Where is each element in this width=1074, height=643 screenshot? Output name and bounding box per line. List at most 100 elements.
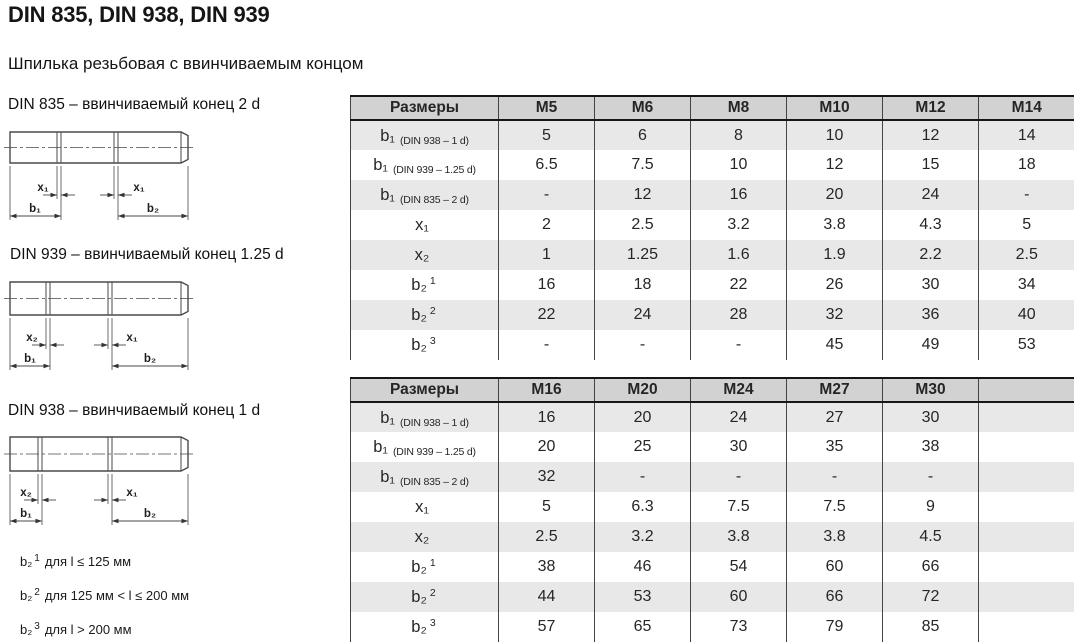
dim-label-b-left: b₁ [24, 353, 36, 365]
row-label: b₁ (DIN 938 – 1 d) [350, 402, 499, 432]
value-cell: - [594, 330, 691, 360]
value-cell: 3.8 [786, 522, 883, 552]
table-row: b₂ 1 16 18 22 26 30 34 [350, 270, 1074, 300]
row-label-sup: 1 [429, 557, 436, 569]
row-label-symbol: b₂ [411, 276, 427, 294]
page-title: DIN 835, DIN 938, DIN 939 [8, 2, 270, 27]
value-cell: 1.25 [594, 240, 691, 270]
table-row: b₁ (DIN 835 – 2 d) 32- - - - [350, 462, 1074, 492]
value-cell: 34 [978, 270, 1074, 300]
row-label-symbol: b₂ [411, 588, 427, 606]
value-cell: 12 [786, 150, 883, 180]
dim-label-b-right: b₂ [147, 203, 159, 215]
row-label-symbol: b₂ [411, 558, 427, 576]
value-cell: 22 [498, 300, 595, 330]
value-cell: 66 [882, 552, 979, 582]
value-cell: 30 [882, 402, 979, 432]
value-cell: 16 [498, 402, 595, 432]
din-938-stud-drawing: x₂ x₁ b₁ b₂ [4, 436, 194, 525]
column-header: M30 [882, 377, 979, 403]
value-cell: 14 [978, 120, 1074, 150]
row-label: b₂ 3 [350, 612, 499, 642]
value-cell: 5 [498, 492, 595, 522]
row-label-symbol: b₂ [411, 336, 427, 354]
value-cell: 38 [498, 552, 595, 582]
row-label: b₁ (DIN 939 – 1.25 d) [350, 150, 499, 180]
value-cell [978, 432, 1074, 462]
row-label: b₂ 1 [350, 270, 499, 300]
value-cell: 2.5 [498, 522, 595, 552]
row-label-symbol: x₁ [415, 216, 429, 234]
value-cell: 3.2 [594, 522, 691, 552]
value-cell: - [690, 330, 787, 360]
value-cell: 38 [882, 432, 979, 462]
value-cell: 20 [498, 432, 595, 462]
value-cell: 26 [786, 270, 883, 300]
value-cell: 28 [690, 300, 787, 330]
column-header: M8 [690, 95, 787, 121]
column-header: M10 [786, 95, 883, 121]
value-cell: 6.3 [594, 492, 691, 522]
value-cell: 60 [786, 552, 883, 582]
value-cell: 44 [498, 582, 595, 612]
value-cell: 49 [882, 330, 979, 360]
value-cell: 24 [594, 300, 691, 330]
value-cell: 5 [498, 120, 595, 150]
value-cell: 5 [978, 210, 1074, 240]
table-row: b₂ 3 57 65 73 79 85 [350, 612, 1074, 642]
row-label: x₁ [350, 492, 499, 522]
value-cell: 16 [498, 270, 595, 300]
value-cell [978, 612, 1074, 642]
row-label-symbol: x₂ [414, 246, 430, 264]
dimensions-table-m5-m14: Размеры M5 M6 M8 M10 M12 M14 b₁ (DIN 938 – 1 d)… [350, 95, 1074, 360]
value-cell: 3.8 [690, 522, 787, 552]
value-cell: 2.2 [882, 240, 979, 270]
value-cell: 40 [978, 300, 1074, 330]
dim-label-b-right: b₂ [144, 508, 156, 520]
column-header-sizes: Размеры [350, 95, 499, 121]
value-cell: - [786, 462, 883, 492]
column-header: M20 [594, 377, 691, 403]
header-row: Размеры M16 M20 M24 M27 M30 [350, 377, 1074, 403]
value-cell: 54 [690, 552, 787, 582]
value-cell: 46 [594, 552, 691, 582]
row-label: b₁ (DIN 835 – 2 d) [350, 462, 499, 492]
caption-din-938: DIN 938 – ввинчиваемый конец 1 d [8, 402, 261, 419]
value-cell: 1.6 [690, 240, 787, 270]
value-cell: 24 [690, 402, 787, 432]
row-label-symbol: b₁ [373, 438, 388, 456]
value-cell: - [882, 462, 979, 492]
value-cell: 10 [690, 150, 787, 180]
row-label: x₂ [350, 522, 499, 552]
dim-label-x-right: x₁ [133, 182, 144, 194]
row-label-symbol: x₁ [415, 498, 429, 516]
stud-outline [4, 131, 194, 220]
dim-label-x-right: x₁ [126, 487, 137, 499]
value-cell: - [978, 180, 1074, 210]
value-cell: 25 [594, 432, 691, 462]
value-cell: 30 [882, 270, 979, 300]
table-row: b₁ (DIN 938 – 1 d) 5 6 8 10 12 14 [350, 120, 1074, 150]
row-label-note: (DIN 938 – 1 d) [399, 416, 469, 429]
row-label-sup: 3 [429, 335, 436, 347]
dim-label-x-left: x₂ [20, 487, 32, 499]
value-cell: 45 [786, 330, 883, 360]
value-cell: 18 [978, 150, 1074, 180]
row-label: b₂ 2 [350, 300, 499, 330]
dim-label-b-right: b₂ [144, 353, 156, 365]
value-cell: 36 [882, 300, 979, 330]
row-label-symbol: b₁ [380, 408, 395, 427]
din-835-stud-drawing: x₁ x₁ b₁ b₂ [4, 131, 194, 220]
value-cell: 2.5 [594, 210, 691, 240]
column-header: M27 [786, 377, 883, 403]
footnote-symbol: b₂ [20, 622, 33, 637]
value-cell [978, 492, 1074, 522]
value-cell [978, 582, 1074, 612]
value-cell: 32 [498, 462, 595, 492]
value-cell: 22 [690, 270, 787, 300]
table-row: x₁ 2 2.5 3.2 3.8 4.3 5 [350, 210, 1074, 240]
value-cell: 16 [690, 180, 787, 210]
table-row: b₁ (DIN 939 – 1.25 d) 6.5 7.5 10 12 15 18 [350, 150, 1074, 180]
dim-label-b-left: b₁ [29, 203, 41, 215]
